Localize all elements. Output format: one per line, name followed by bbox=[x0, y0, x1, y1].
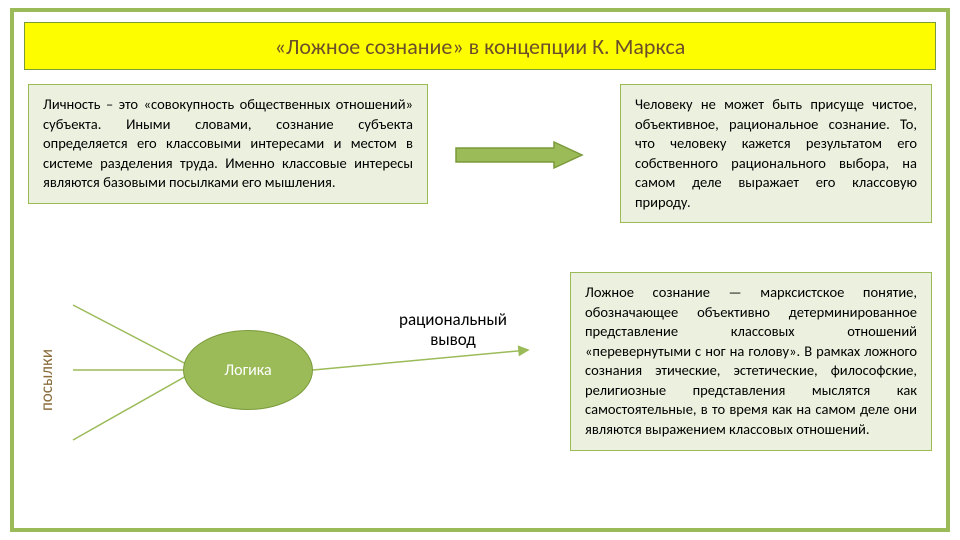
logic-label: Логика bbox=[224, 361, 271, 380]
box-false-consciousness: Ложное сознание — марксистское понятие, … bbox=[570, 272, 932, 451]
box-consciousness: Человеку не может быть присуще чистое, о… bbox=[620, 84, 932, 223]
box-personality: Личность – это «совокупность общественны… bbox=[28, 84, 428, 204]
box-false-text: Ложное сознание — марксистское понятие, … bbox=[585, 283, 917, 438]
title-text: «Ложное сознание» в концепции К. Маркса bbox=[275, 33, 686, 60]
arrow-left-to-right-icon bbox=[454, 140, 584, 170]
title-bar: «Ложное сознание» в концепции К. Маркса bbox=[24, 22, 936, 70]
rational-output-label: рациональный вывод bbox=[378, 310, 528, 351]
box-personality-text: Личность – это «совокупность общественны… bbox=[43, 95, 413, 191]
box-consciousness-text: Человеку не может быть присуще чистое, о… bbox=[635, 95, 917, 211]
logic-diagram: посылки Логика рациональный вывод bbox=[28, 300, 548, 500]
logic-ellipse: Логика bbox=[183, 330, 313, 410]
